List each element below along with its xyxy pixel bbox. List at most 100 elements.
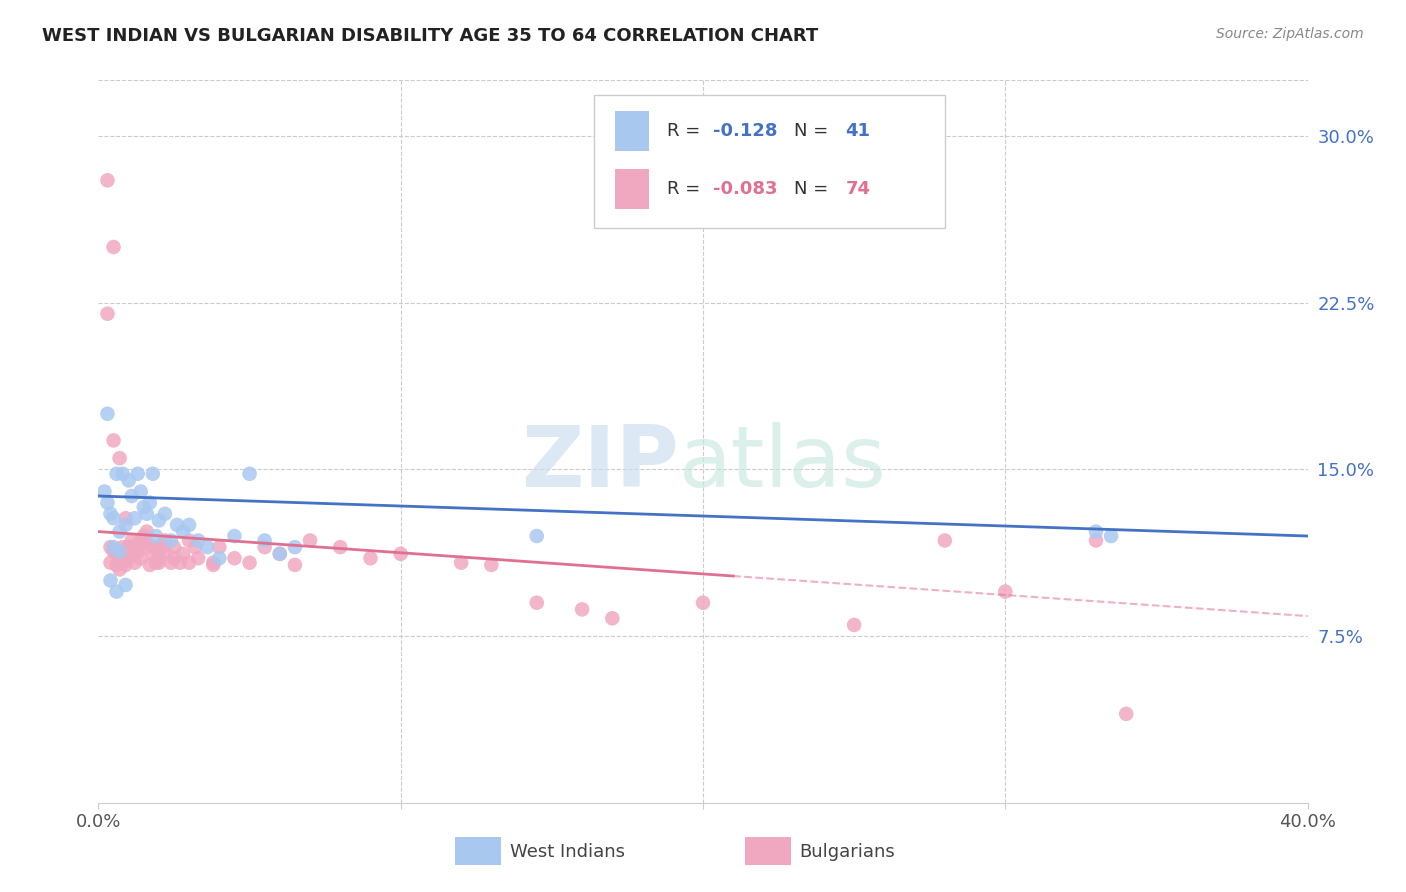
Point [118, 474, 141, 488]
Point [208, 540, 231, 554]
Bar [614, 169, 648, 209]
Point [127, 544, 149, 558]
Point [1085, 533, 1108, 548]
Point [121, 540, 143, 554]
Point [105, 584, 128, 599]
Point [111, 467, 134, 481]
Point [103, 544, 125, 558]
Point [224, 551, 246, 566]
Point [269, 547, 291, 561]
Point [1115, 706, 1137, 721]
Text: atlas: atlas [679, 422, 887, 505]
Point [844, 618, 866, 632]
Text: -0.083: -0.083 [713, 179, 778, 198]
Point [1085, 524, 1108, 539]
Point [142, 547, 165, 561]
Point [100, 556, 122, 570]
Point [108, 524, 131, 539]
Point [121, 533, 143, 548]
Point [329, 540, 352, 554]
Point [145, 540, 167, 554]
Text: R =: R = [666, 122, 706, 140]
Point [160, 533, 183, 548]
Point [129, 551, 152, 566]
Point [994, 584, 1017, 599]
Point [114, 558, 136, 572]
Point [150, 540, 173, 554]
Point [118, 540, 141, 554]
Text: WEST INDIAN VS BULGARIAN DISABILITY AGE 35 TO 64 CORRELATION CHART: WEST INDIAN VS BULGARIAN DISABILITY AGE … [42, 27, 818, 45]
Point [166, 517, 188, 532]
Point [163, 540, 186, 554]
Point [127, 467, 149, 481]
Point [172, 524, 194, 539]
Text: Source: ZipAtlas.com: Source: ZipAtlas.com [1216, 27, 1364, 41]
Point [284, 540, 307, 554]
Point [132, 540, 155, 554]
Point [132, 529, 155, 543]
Point [139, 558, 162, 572]
Point [108, 551, 131, 566]
Text: Bulgarians: Bulgarians [800, 843, 896, 861]
Point [692, 596, 714, 610]
Point [148, 556, 170, 570]
Text: West Indians: West Indians [509, 843, 624, 861]
Point [105, 467, 128, 481]
Point [103, 540, 125, 554]
Point [148, 551, 170, 566]
Point [602, 611, 624, 625]
Point [160, 556, 183, 570]
Point [127, 540, 149, 554]
Point [269, 547, 291, 561]
Point [100, 574, 122, 588]
Point [253, 540, 276, 554]
Point [93, 484, 115, 499]
Point [129, 533, 152, 548]
Point [179, 556, 201, 570]
Point [169, 556, 191, 570]
Bar [456, 838, 501, 865]
Point [148, 513, 170, 527]
Point [105, 547, 128, 561]
Point [208, 551, 231, 566]
Bar [614, 111, 648, 151]
Point [135, 535, 157, 549]
Text: ZIP: ZIP [522, 422, 679, 505]
Point [132, 500, 155, 515]
Point [129, 484, 152, 499]
Text: -0.128: -0.128 [713, 122, 778, 140]
Text: 41: 41 [845, 122, 870, 140]
Point [224, 529, 246, 543]
Point [135, 524, 157, 539]
Point [96, 307, 118, 321]
FancyBboxPatch shape [595, 95, 945, 228]
Point [571, 602, 593, 616]
Point [135, 507, 157, 521]
Point [100, 540, 122, 554]
Point [179, 533, 201, 548]
Bar [745, 838, 792, 865]
Point [114, 578, 136, 592]
Point [145, 529, 167, 543]
Point [239, 556, 262, 570]
Point [142, 540, 165, 554]
Point [163, 551, 186, 566]
Point [142, 467, 165, 481]
Point [153, 544, 176, 558]
Point [103, 240, 125, 254]
Point [360, 551, 382, 566]
Point [172, 547, 194, 561]
Point [1099, 529, 1122, 543]
Point [111, 540, 134, 554]
Point [96, 407, 118, 421]
Point [934, 533, 956, 548]
Point [202, 556, 225, 570]
Point [96, 496, 118, 510]
Point [118, 547, 141, 561]
Point [389, 547, 412, 561]
Point [139, 496, 162, 510]
Point [114, 517, 136, 532]
Point [114, 511, 136, 525]
Point [153, 533, 176, 548]
Point [108, 451, 131, 466]
